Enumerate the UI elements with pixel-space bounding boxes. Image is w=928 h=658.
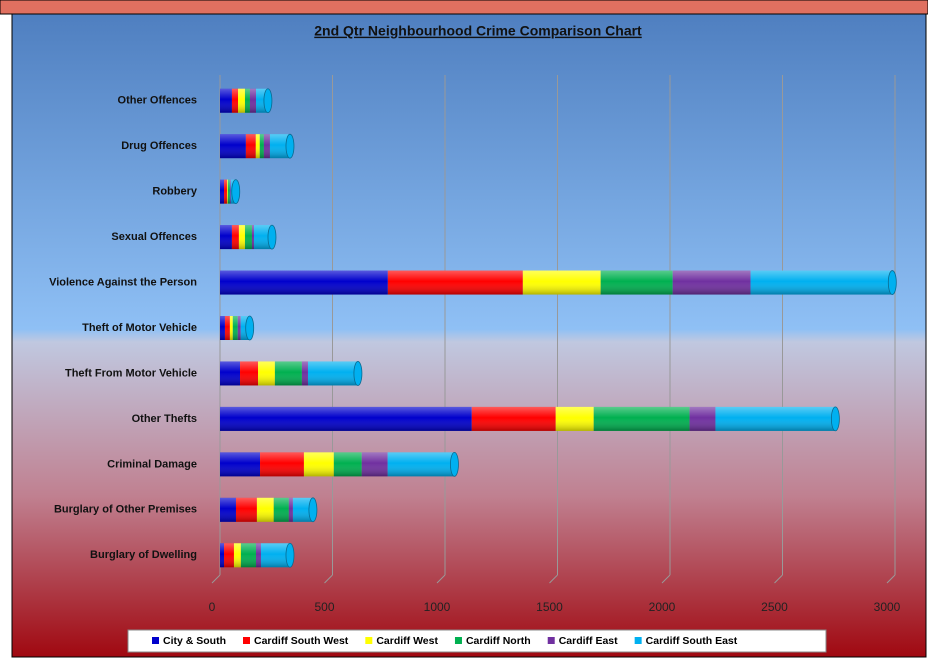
x-tick-label: 500 [314,600,334,614]
x-tick-label: 0 [209,600,216,614]
grid-line-depth [661,574,671,584]
y-tick-label: Other Offences [118,95,197,107]
bar-shade [220,270,893,295]
bar-cap [231,179,241,205]
y-tick-label: Theft From Motor Vehicle [65,367,197,379]
bar-cap [353,361,363,386]
bar-cap [450,451,459,477]
chart-area [11,13,927,658]
bar-cap [887,270,897,295]
legend-swatch [454,637,462,644]
grid-line-depth [211,574,221,584]
x-tick-label: 1500 [536,600,563,614]
legend-label: Cardiff South East [646,635,738,647]
legend-swatch [365,637,373,644]
bar-shade [220,225,272,250]
bar-shade [220,88,268,113]
bar-shade [220,406,836,431]
grid-line-depth [324,574,333,584]
bar-shade [220,134,290,159]
x-tick-label: 2500 [761,600,788,614]
legend-swatch [152,637,159,644]
bar-cap [245,315,255,341]
bar-shade [220,179,236,204]
y-tick-label: Burglary of Dwelling [90,549,197,561]
x-tick-label: 3000 [874,600,901,614]
y-tick-label: Violence Against the Person [49,276,197,288]
y-tick-label: Theft of Motor Vehicle [82,322,197,334]
bar-shade [220,452,455,477]
legend-swatch [634,637,642,644]
grid-line-depth [549,574,558,584]
bar-cap [285,542,295,568]
grid-line-depth [886,574,896,584]
legend-label: Cardiff West [376,635,438,647]
bar-shade [220,497,313,522]
grid-line-depth [436,574,446,584]
bar-cap [285,133,295,159]
y-tick-label: Robbery [152,186,198,198]
legend-label: Cardiff South West [254,635,349,647]
x-tick-label: 2000 [649,600,676,614]
bar-cap [267,224,277,250]
bar-shade [220,316,250,340]
legend-label: City & South [163,635,226,647]
y-tick-label: Burglary of Other Premises [54,504,197,516]
legend-label: Cardiff North [466,635,531,647]
x-tick-label: 1000 [424,600,451,614]
legend [127,629,827,653]
grid-line-depth [774,574,783,584]
legend-swatch [547,637,555,644]
y-tick-label: Sexual Offences [111,231,197,243]
bar-cap [308,497,318,523]
y-tick-label: Drug Offences [121,140,197,152]
y-tick-label: Criminal Damage [107,458,197,470]
legend-label: Cardiff East [559,635,618,647]
chart-title: 2nd Qtr Neighbourhood Crime Comparison C… [314,23,642,39]
legend-swatch [243,637,250,644]
bar-shade [220,543,290,568]
bar-cap [830,406,840,432]
bar-cap [263,88,273,114]
y-tick-label: Other Thefts [132,413,197,425]
header-strip [0,0,928,15]
bar-shade [220,361,358,386]
